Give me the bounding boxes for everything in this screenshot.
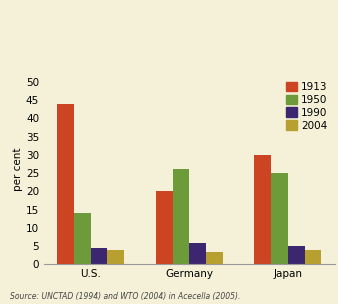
Y-axis label: per cent: per cent: [13, 148, 23, 191]
Bar: [91, 248, 107, 264]
Text: Source: UNCTAD (1994) and WTO (2004) in Acecella (2005).: Source: UNCTAD (1994) and WTO (2004) in …: [10, 292, 241, 301]
Bar: [271, 173, 288, 264]
Bar: [172, 170, 189, 264]
Bar: [57, 104, 74, 264]
Bar: [189, 243, 206, 264]
Bar: [74, 213, 91, 264]
Bar: [255, 155, 271, 264]
Bar: [288, 246, 305, 264]
Bar: [206, 252, 223, 264]
Bar: [107, 250, 124, 264]
Bar: [156, 192, 172, 264]
Text: Duties as a Percentage of the Value of Manufactured Goods: Duties as a Percentage of the Value of M…: [8, 13, 338, 23]
Legend: 1913, 1950, 1990, 2004: 1913, 1950, 1990, 2004: [284, 80, 330, 133]
Bar: [305, 250, 321, 264]
